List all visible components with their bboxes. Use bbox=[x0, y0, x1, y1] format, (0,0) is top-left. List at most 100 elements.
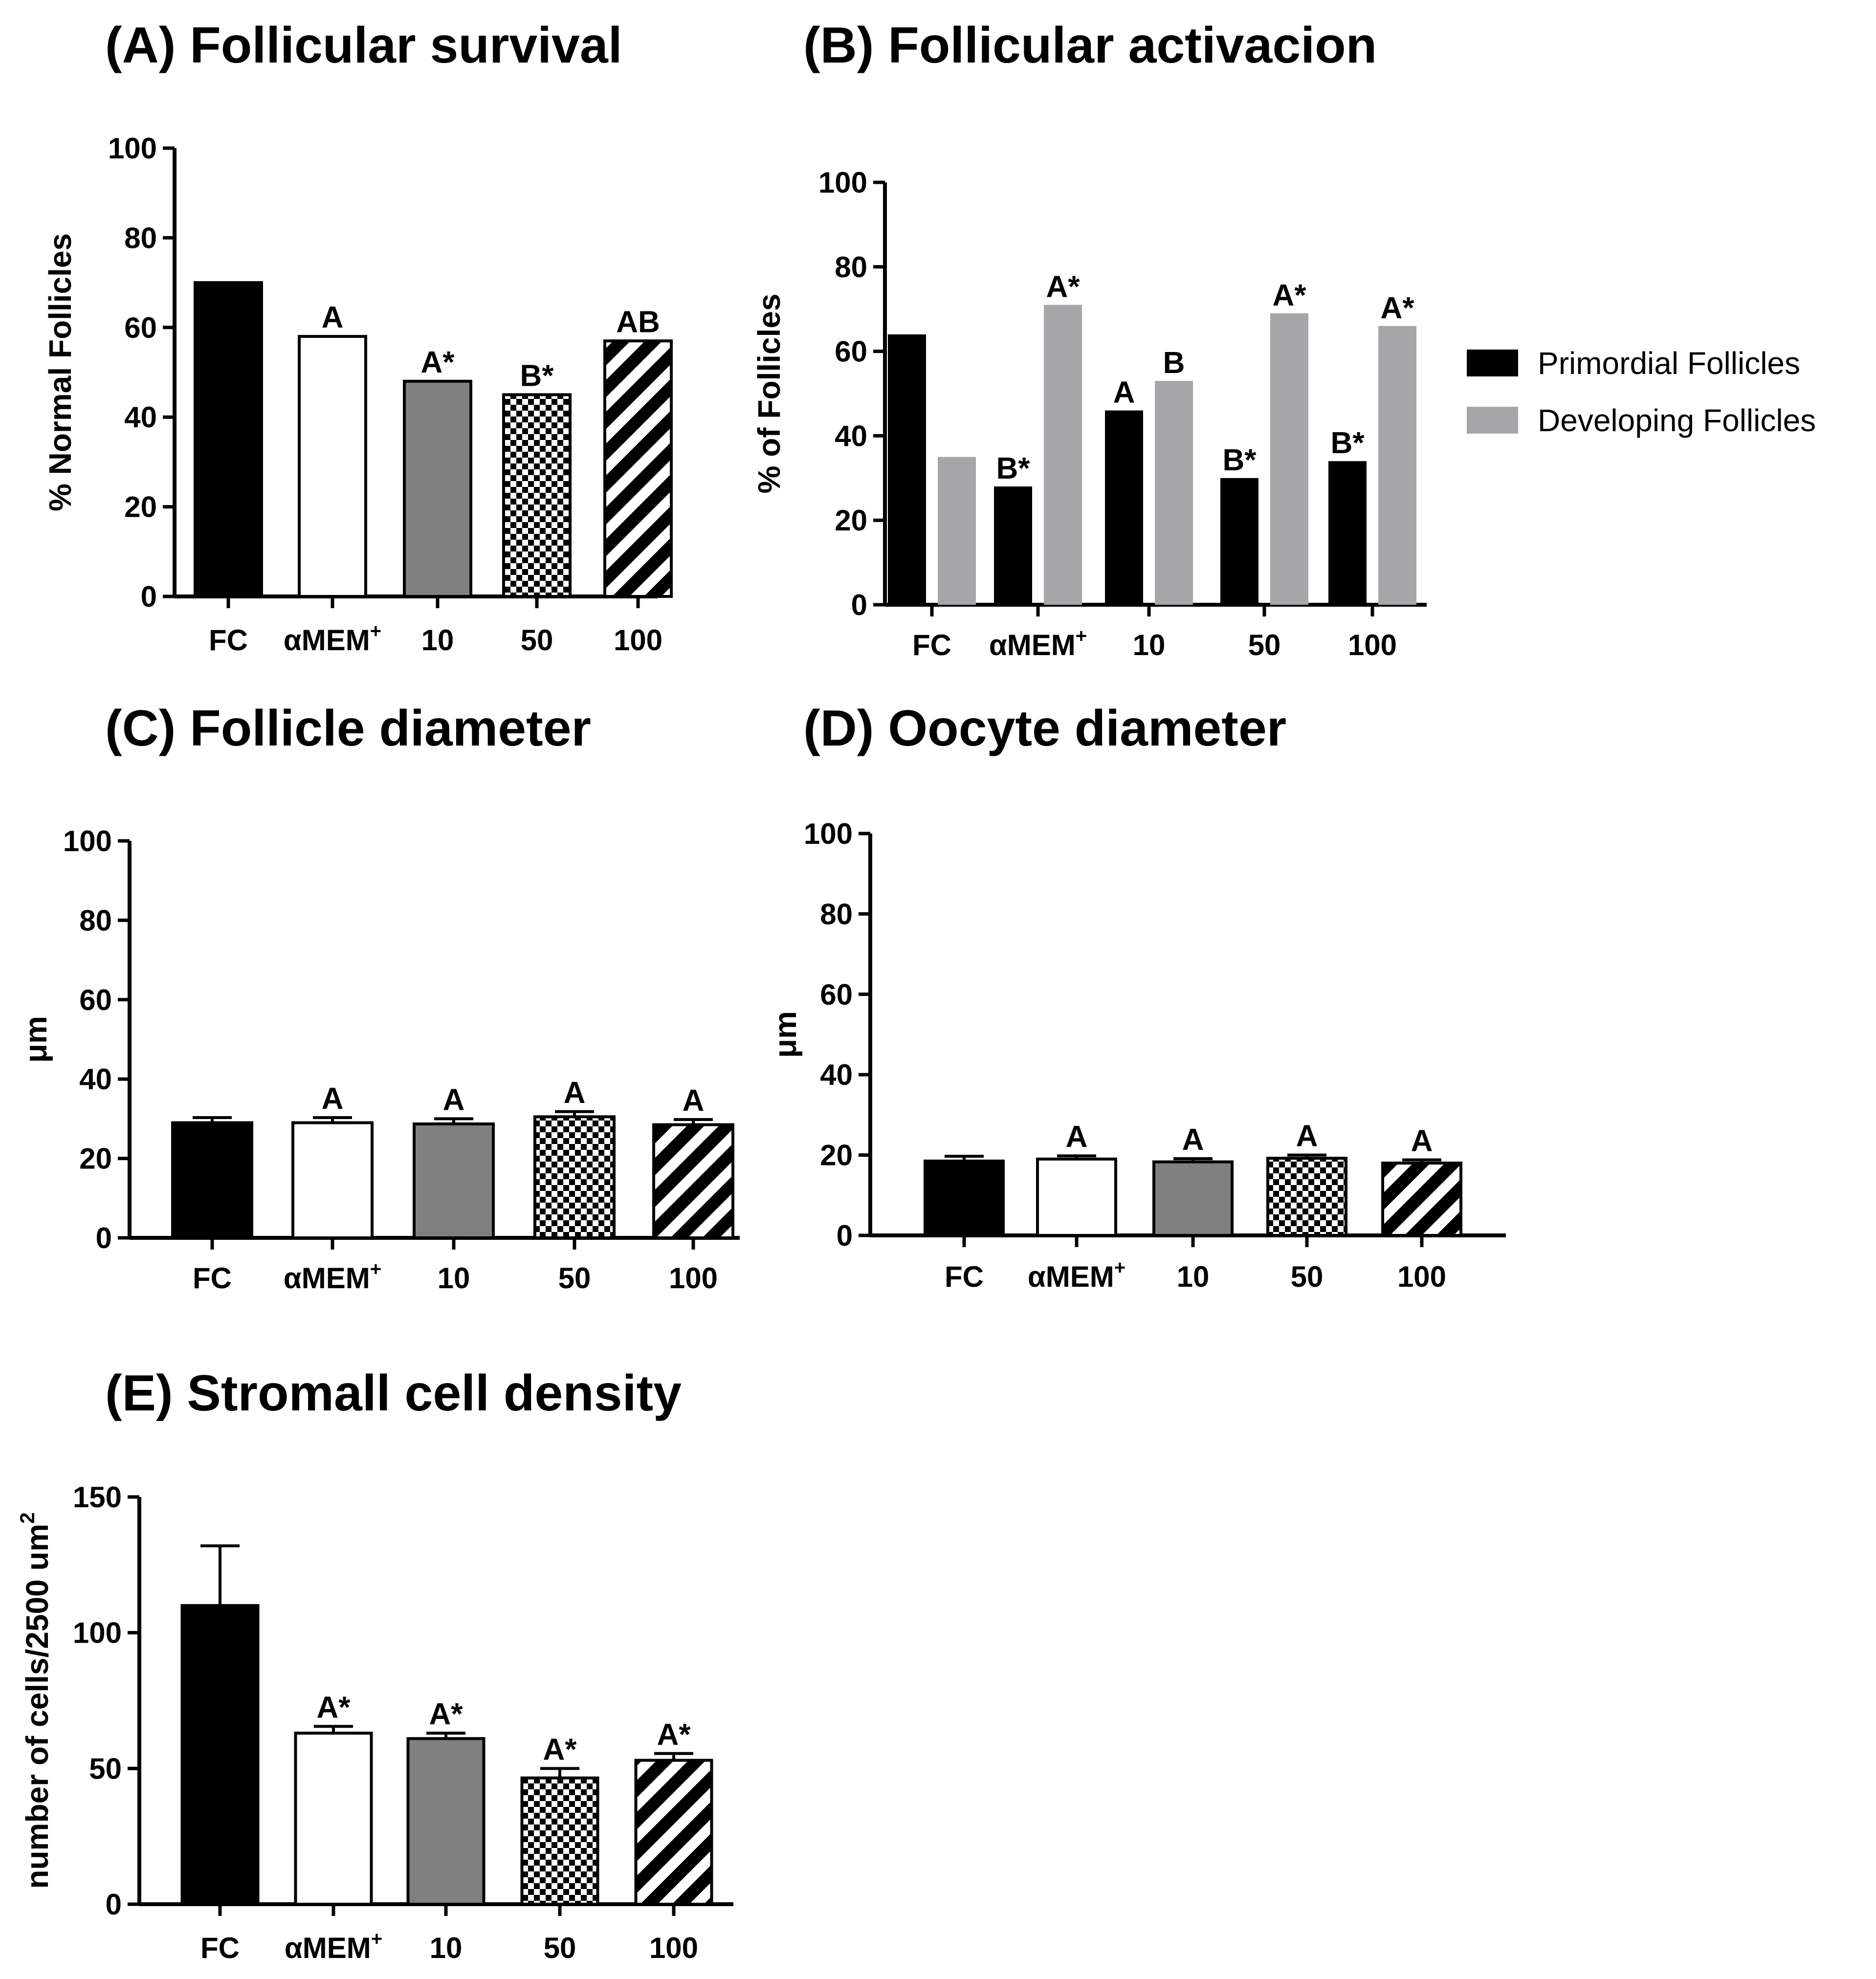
bar bbox=[533, 1115, 616, 1240]
bar bbox=[924, 1159, 1005, 1237]
panel-a-title: (A) Follicular survival bbox=[105, 17, 622, 74]
y-tick-label: 100 bbox=[63, 825, 112, 858]
bar bbox=[1152, 1160, 1234, 1237]
y-axis-label: μm bbox=[768, 1011, 803, 1058]
y-tick-label: 20 bbox=[124, 491, 157, 524]
bar bbox=[194, 281, 263, 598]
bar bbox=[1328, 461, 1367, 605]
bar bbox=[994, 486, 1032, 605]
bar bbox=[1220, 478, 1258, 605]
x-tick-superscript: + bbox=[371, 1928, 382, 1950]
legend-swatch-developing bbox=[1467, 407, 1518, 434]
y-tick-label: 40 bbox=[124, 401, 157, 434]
y-axis-label-superscript: 2 bbox=[16, 1512, 39, 1523]
significance-label: A bbox=[564, 1076, 586, 1110]
bar bbox=[1270, 313, 1308, 605]
x-tick-label: 50 bbox=[558, 1262, 591, 1295]
x-tick-label: αMEM+ bbox=[989, 625, 1087, 661]
y-axis-label: % of Follicles bbox=[751, 294, 787, 494]
legend-swatch-primordial bbox=[1467, 350, 1518, 376]
significance-label: AB bbox=[616, 305, 660, 339]
y-tick-label: 40 bbox=[79, 1063, 112, 1096]
significance-label: A* bbox=[317, 1691, 351, 1724]
y-tick-label: 60 bbox=[820, 978, 853, 1011]
significance-label: A bbox=[443, 1083, 465, 1117]
y-tick-label: 0 bbox=[96, 1222, 112, 1254]
bar bbox=[1155, 381, 1193, 605]
significance-label: A* bbox=[543, 1733, 577, 1766]
significance-label: A* bbox=[1381, 291, 1415, 325]
x-tick-label: FC bbox=[200, 1932, 240, 1964]
y-tick-label: 40 bbox=[835, 419, 867, 452]
significance-label: A* bbox=[1046, 270, 1081, 304]
y-tick-label: 60 bbox=[79, 984, 112, 1016]
y-tick-label: 80 bbox=[820, 898, 853, 930]
significance-label: A bbox=[683, 1084, 705, 1118]
bar bbox=[298, 335, 367, 598]
y-tick-label: 20 bbox=[820, 1139, 853, 1172]
y-tick-label: 80 bbox=[124, 221, 157, 254]
x-tick-label: 50 bbox=[521, 624, 553, 657]
bar bbox=[406, 1737, 486, 1906]
significance-label: B* bbox=[520, 359, 554, 393]
x-tick-label: 50 bbox=[544, 1932, 576, 1964]
bar bbox=[1036, 1157, 1117, 1237]
bar bbox=[294, 1732, 373, 1906]
x-tick-label: 10 bbox=[421, 624, 454, 657]
x-tick-label: αMEM+ bbox=[285, 1928, 382, 1964]
significance-label: B* bbox=[1223, 443, 1257, 477]
y-tick-label: 100 bbox=[804, 817, 853, 850]
y-tick-label: 0 bbox=[837, 1219, 853, 1252]
x-tick-label: 100 bbox=[1397, 1260, 1446, 1293]
bar bbox=[888, 334, 926, 605]
y-tick-label: 0 bbox=[106, 1888, 122, 1921]
x-tick-label: 100 bbox=[614, 624, 662, 657]
x-tick-label: FC bbox=[945, 1260, 984, 1293]
y-tick-label: 40 bbox=[820, 1058, 853, 1091]
bar bbox=[634, 1759, 713, 1906]
y-axis-label: μm bbox=[18, 1016, 53, 1063]
bar bbox=[291, 1121, 374, 1240]
significance-label: A* bbox=[1273, 279, 1307, 312]
bar bbox=[413, 1122, 495, 1240]
legend-label-developing: Developing Follicles bbox=[1538, 403, 1816, 438]
panel-b-title: (B) Follicular activacion bbox=[803, 17, 1377, 74]
x-tick-label: 50 bbox=[1248, 629, 1281, 661]
legend-label-primordial: Primordial Follicles bbox=[1538, 346, 1800, 381]
y-tick-label: 100 bbox=[73, 1617, 122, 1649]
significance-label: A bbox=[1182, 1123, 1204, 1157]
x-tick-label: αMEM+ bbox=[284, 620, 381, 657]
significance-label: A bbox=[1411, 1124, 1433, 1158]
significance-label: A* bbox=[429, 1697, 463, 1731]
x-tick-label: 100 bbox=[1348, 629, 1397, 661]
significance-label: A bbox=[1113, 376, 1135, 410]
panel-d-title: (D) Oocyte diameter bbox=[803, 700, 1286, 757]
x-tick-superscript: + bbox=[1114, 1257, 1126, 1278]
x-tick-superscript: + bbox=[370, 1258, 381, 1280]
x-tick-label: FC bbox=[209, 624, 248, 657]
panel-d-plot: 0 20 40 60 80 100 FC αMEM+ 10 50 100 μm A A A A bbox=[768, 817, 1506, 1293]
y-tick-label: 0 bbox=[141, 580, 157, 613]
significance-label: A* bbox=[421, 346, 455, 379]
significance-label: B* bbox=[1331, 426, 1365, 460]
significance-label: B* bbox=[996, 452, 1031, 485]
x-tick-label: 10 bbox=[430, 1932, 463, 1964]
y-tick-label: 80 bbox=[835, 251, 867, 284]
y-tick-label: 20 bbox=[835, 504, 867, 537]
y-tick-label: 60 bbox=[124, 311, 157, 344]
bar bbox=[1381, 1162, 1462, 1237]
x-tick-label: 100 bbox=[669, 1262, 718, 1295]
legend: Primordial Follicles Developing Follicle… bbox=[1467, 346, 1816, 438]
y-axis-label: number of cells/2500 um2 bbox=[16, 1512, 55, 1889]
y-tick-label: 100 bbox=[108, 132, 157, 165]
bar bbox=[180, 1604, 260, 1906]
bar bbox=[1378, 326, 1416, 605]
x-tick-label: 50 bbox=[1291, 1260, 1324, 1293]
panel-b-plot: 0 20 40 60 80 100 FC αMEM+ 10 50 100 % of Follicles… bbox=[751, 166, 1427, 661]
y-tick-label: 100 bbox=[818, 166, 867, 199]
bar bbox=[520, 1776, 599, 1906]
bar bbox=[171, 1121, 253, 1240]
significance-label: A* bbox=[657, 1718, 691, 1752]
x-tick-label: 100 bbox=[649, 1932, 698, 1964]
